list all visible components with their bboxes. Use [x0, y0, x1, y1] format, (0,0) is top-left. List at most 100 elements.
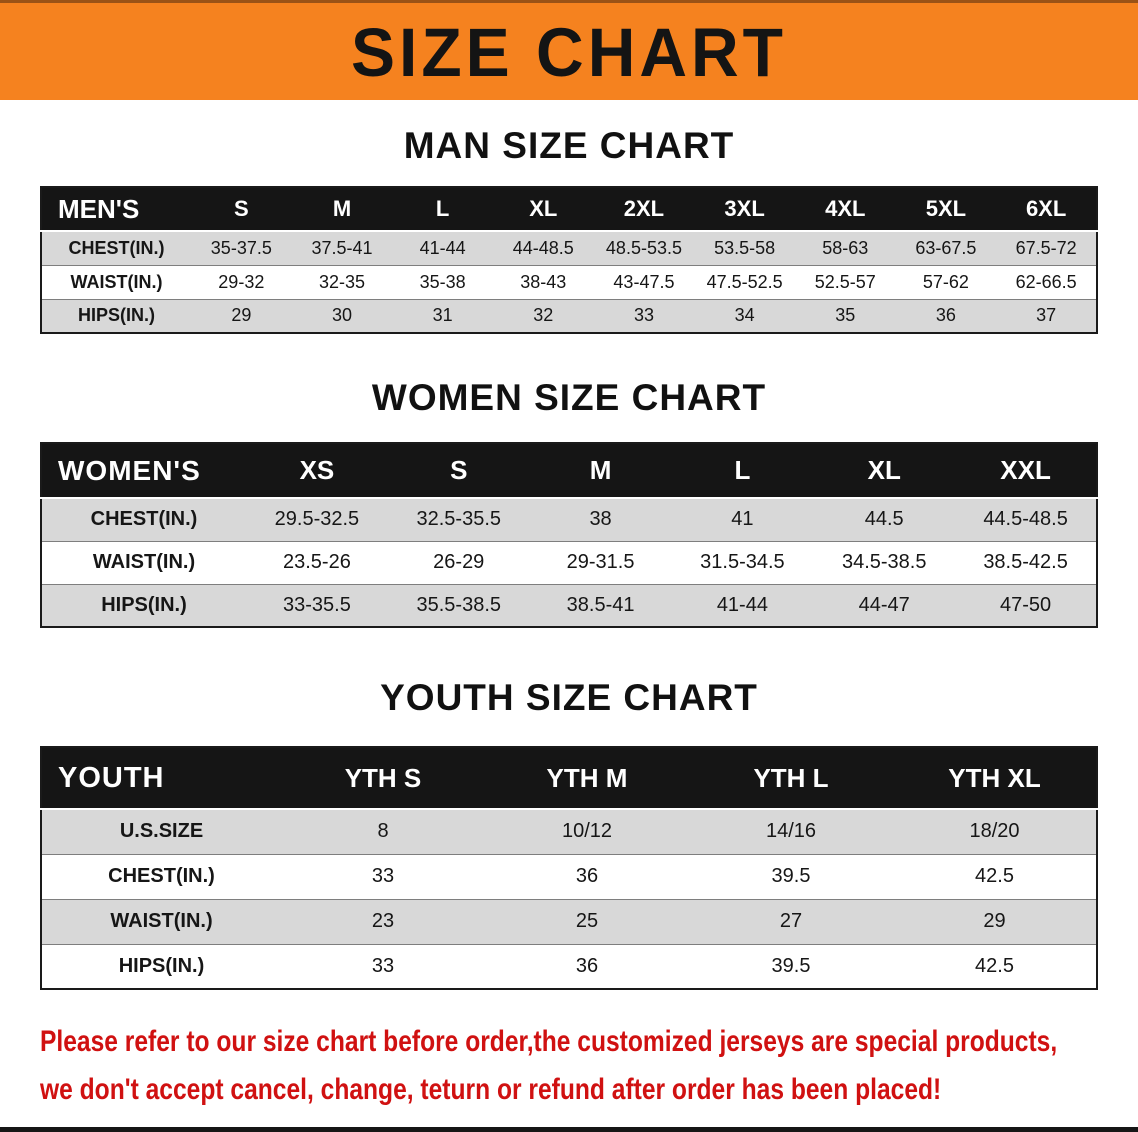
- women-section-heading: WOMEN SIZE CHART: [371, 377, 767, 418]
- size-value: 26-29: [433, 551, 485, 573]
- youth-size-table: YOUTH YTH S YTH M YTH L YTH XL U.S.SIZE 8 10/12…: [40, 746, 1098, 990]
- table-header-row: MEN'S S M L XL 2XL 3XL 4XL 5XL 6XL: [41, 187, 1097, 231]
- size-value: 42.5: [975, 954, 1014, 977]
- size-value: 10/12: [561, 820, 613, 843]
- row-label: WAIST(IN.): [70, 271, 163, 292]
- size-column-header: 3XL: [724, 196, 765, 221]
- size-value: 37: [1036, 305, 1057, 326]
- size-column-header: S: [450, 455, 468, 485]
- size-value: 41-44: [419, 237, 466, 258]
- size-value: 25: [575, 910, 599, 932]
- men-section-heading: MAN SIZE CHART: [403, 125, 735, 166]
- size-value: 23: [371, 910, 395, 932]
- size-value: 32: [533, 305, 554, 326]
- size-value: 48.5-53.5: [605, 237, 682, 258]
- measurement-row: HIPS(IN.) 33-35.5 35.5-38.5 38.5-41 41-44 44-…: [41, 584, 1097, 627]
- size-column-header: L: [734, 455, 751, 485]
- size-value: 58-63: [822, 237, 869, 258]
- size-chart-banner: SIZE CHART: [0, 0, 1138, 100]
- size-value: 41-44: [716, 593, 768, 616]
- size-value: 36: [575, 954, 599, 977]
- size-value: 47.5-52.5: [706, 271, 783, 292]
- measurement-row: CHEST(IN.) 33 36 39.5 42.5: [41, 854, 1097, 899]
- size-value: 39.5: [771, 954, 811, 977]
- men-size-section: MAN SIZE CHART MEN'S S M L XL 2XL 3XL 4XL 5XL 6XL…: [0, 124, 1138, 334]
- row-label: U.S.SIZE: [119, 820, 204, 843]
- size-value: 44.5-48.5: [983, 508, 1068, 531]
- size-value: 39.5: [771, 865, 811, 887]
- women-size-table: WOMEN'S XS S M L XL XXL CHEST(IN.) 29.5-32.5 32.5…: [40, 442, 1098, 628]
- size-column-header: XL: [867, 455, 901, 485]
- size-value: 44.5: [864, 508, 904, 531]
- size-value: 30: [331, 305, 352, 326]
- size-value: 57-62: [922, 271, 969, 292]
- size-value: 42.5: [975, 865, 1014, 887]
- size-value: 29-32: [218, 271, 265, 292]
- size-value: 29-31.5: [566, 551, 635, 573]
- size-value: 31: [432, 305, 453, 326]
- size-column-header: YTH S: [344, 762, 422, 793]
- size-value: 35.5-38.5: [416, 593, 501, 616]
- footer-note: Please refer to our size chart before or…: [40, 1018, 1138, 1114]
- size-value: 44-48.5: [512, 237, 574, 258]
- size-column-header: S: [233, 196, 249, 221]
- table-header-row: YOUTH YTH S YTH M YTH L YTH XL: [41, 747, 1097, 809]
- size-value: 31.5-34.5: [700, 551, 785, 573]
- men-size-table: MEN'S S M L XL 2XL 3XL 4XL 5XL 6XL CHEST(IN.) 35-37…: [40, 186, 1098, 334]
- size-column-header: XXL: [1000, 455, 1051, 485]
- size-value: 34: [734, 305, 755, 326]
- measurement-row: CHEST(IN.) 35-37.5 37.5-41 41-44 44-48.5 48.5…: [41, 231, 1097, 265]
- size-value: 37.5-41: [311, 237, 373, 258]
- measurement-row: WAIST(IN.) 29-32 32-35 35-38 38-43 43-47.5 47.…: [41, 265, 1097, 299]
- row-label: WAIST(IN.): [110, 910, 213, 932]
- size-value: 33-35.5: [282, 593, 351, 616]
- row-label: HIPS(IN.): [118, 954, 205, 977]
- size-value: 33: [371, 954, 395, 977]
- size-value: 53.5-58: [714, 237, 776, 258]
- size-value: 36: [575, 865, 599, 887]
- size-value: 35: [835, 305, 856, 326]
- size-value: 36: [935, 305, 956, 326]
- size-value: 35-38: [419, 271, 466, 292]
- size-value: 38.5-42.5: [983, 551, 1068, 573]
- footer-note-line-1: Please refer to our size chart before or…: [40, 1025, 1058, 1058]
- size-value: 38: [589, 508, 612, 531]
- size-value: 63-67.5: [915, 237, 977, 258]
- size-column-header: 6XL: [1025, 196, 1067, 221]
- size-value: 29: [231, 305, 252, 326]
- size-value: 29.5-32.5: [274, 508, 360, 531]
- table-title-cell: WOMEN'S: [58, 454, 201, 486]
- row-label: HIPS(IN.): [101, 593, 187, 616]
- footer-note-line-2: we don't accept cancel, change, teturn o…: [40, 1073, 942, 1106]
- row-label: CHEST(IN.): [90, 508, 198, 531]
- size-value: 62-66.5: [1015, 271, 1077, 292]
- size-chart-content: MAN SIZE CHART MEN'S S M L XL 2XL 3XL 4XL 5XL 6XL…: [0, 124, 1138, 1114]
- measurement-row: WAIST(IN.) 23.5-26 26-29 29-31.5 31.5-34.5 34…: [41, 541, 1097, 584]
- measurement-row: HIPS(IN.) 33 36 39.5 42.5: [41, 944, 1097, 989]
- banner-title: SIZE CHART: [351, 13, 787, 90]
- size-column-header: M: [332, 196, 352, 221]
- size-column-header: 5XL: [925, 196, 967, 221]
- size-value: 38.5-41: [566, 593, 635, 616]
- size-value: 27: [779, 910, 803, 932]
- youth-section-heading: YOUTH SIZE CHART: [380, 677, 758, 718]
- row-label: CHEST(IN.): [108, 865, 215, 887]
- size-value: 47-50: [999, 593, 1052, 616]
- measurement-row: CHEST(IN.) 29.5-32.5 32.5-35.5 38 41 44.5 44.5…: [41, 498, 1097, 541]
- size-value: 33: [371, 865, 395, 887]
- size-value: 44-47: [858, 593, 910, 616]
- table-header-row: WOMEN'S XS S M L XL XXL: [41, 443, 1097, 498]
- measurement-row: HIPS(IN.) 29 30 31 32 33 34 35 36 37: [41, 299, 1097, 333]
- size-value: 34.5-38.5: [841, 551, 927, 573]
- size-value: 35-37.5: [210, 237, 272, 258]
- size-column-header: YTH XL: [948, 762, 1041, 793]
- row-label: WAIST(IN.): [92, 551, 196, 573]
- size-value: 29: [983, 910, 1006, 932]
- row-label: HIPS(IN.): [77, 305, 155, 326]
- size-column-header: XS: [299, 455, 335, 485]
- youth-size-section: YOUTH SIZE CHART YOUTH YTH S YTH M YTH L YTH…: [0, 676, 1138, 990]
- size-column-header: 2XL: [623, 196, 665, 221]
- table-title-cell: YOUTH: [58, 761, 165, 794]
- size-value: 41: [731, 508, 754, 531]
- size-value: 43-47.5: [613, 271, 675, 292]
